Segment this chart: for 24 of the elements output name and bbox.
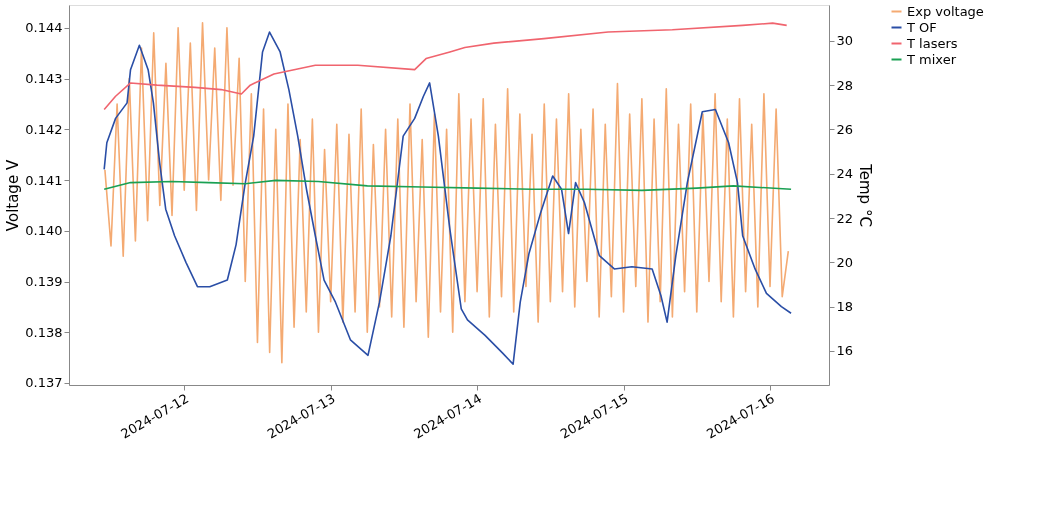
y2-tick-label: 24 [836,166,854,182]
y-tick-label: 0.143 [25,71,63,87]
y-axis-title: Voltage V [4,159,23,232]
y2-tick-label: 28 [836,77,854,93]
line-series [103,179,792,192]
legend-label: T mixer [906,51,957,67]
y2-tick-label: 20 [836,254,854,270]
line-series [103,22,788,111]
y2-tick-label: 18 [836,299,854,315]
y-tick-label: 0.139 [25,274,63,289]
y-tick-label: 0.140 [25,223,63,239]
y-tick-label: 0.142 [25,121,63,137]
legend-label: T lasers [906,35,958,51]
legend-label: T OF [906,19,937,35]
y-tick-label: 0.144 [25,20,63,36]
y-tick-label: 0.137 [25,375,63,391]
y2-tick-label: 26 [836,121,854,137]
y-tick-label: 0.138 [25,324,63,340]
legend-label: Exp voltage [907,3,984,19]
y2-axis-title: Temp °C [856,163,875,227]
y2-tick-label: 22 [836,210,854,226]
y-tick-label: 0.141 [25,172,63,188]
y2-tick-label: 30 [836,33,854,49]
y2-tick-label: 16 [836,343,854,359]
